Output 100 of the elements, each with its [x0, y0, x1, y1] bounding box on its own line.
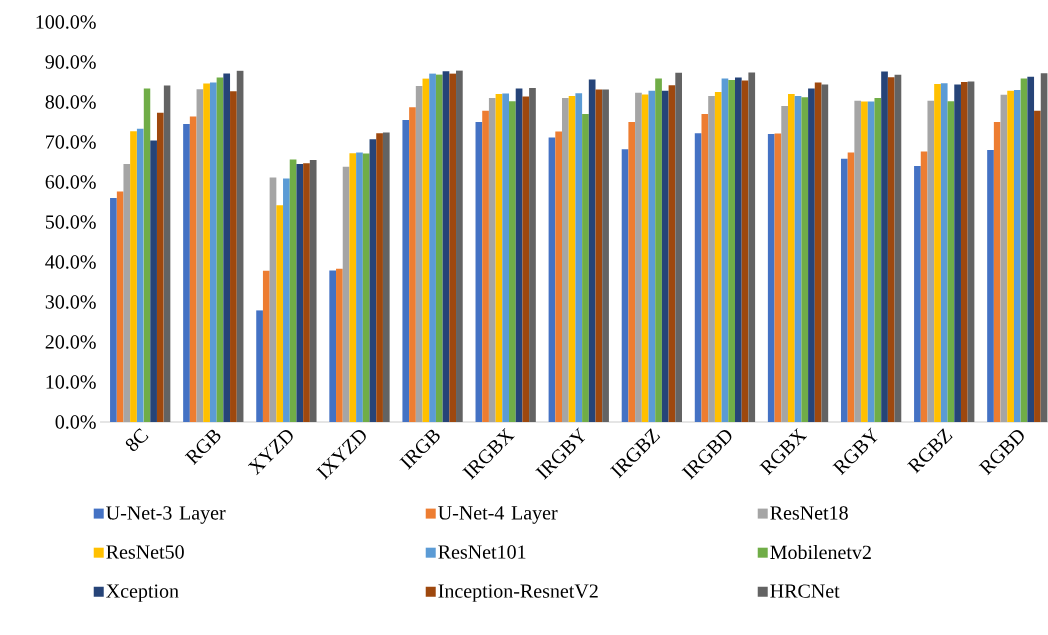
bar	[641, 94, 649, 422]
bar	[808, 88, 815, 422]
bar	[449, 73, 457, 422]
bar	[861, 101, 868, 422]
bar	[522, 96, 530, 422]
legend-label: Mobilenetv2	[770, 545, 871, 560]
bar	[183, 124, 190, 422]
bar	[456, 70, 463, 422]
y-tick-label: 0.0%	[55, 415, 96, 429]
bar	[881, 71, 888, 422]
bar	[369, 139, 377, 422]
bar	[236, 70, 244, 422]
bar	[940, 83, 948, 422]
bar	[714, 92, 722, 422]
bar	[840, 158, 848, 422]
bar	[894, 74, 902, 422]
bar	[189, 116, 197, 422]
bar	[336, 268, 343, 422]
bar	[1027, 76, 1035, 422]
x-tick-label: 8C	[125, 428, 149, 452]
y-tick-label: 50.0%	[45, 215, 96, 229]
bar	[787, 94, 795, 422]
bar	[382, 132, 390, 422]
bar	[621, 149, 629, 422]
bar	[356, 152, 363, 422]
bar	[668, 85, 676, 422]
bar	[209, 82, 217, 422]
bar	[767, 134, 775, 422]
bar	[262, 270, 270, 422]
legend-label: HRCNet	[770, 584, 840, 598]
bar	[728, 80, 735, 422]
bar	[993, 122, 1001, 422]
bar	[854, 100, 862, 422]
bar	[376, 133, 383, 422]
bar	[309, 160, 317, 422]
bar	[415, 86, 423, 422]
bar	[156, 112, 164, 422]
bar	[136, 128, 144, 422]
bar	[874, 98, 882, 422]
bar	[568, 96, 576, 422]
bar	[675, 72, 682, 422]
bar	[196, 89, 204, 422]
bar	[409, 107, 416, 422]
bar	[934, 84, 941, 422]
bar	[721, 78, 729, 422]
legend-label: ResNet50	[106, 545, 184, 559]
legend-label: U-Net-4 Layer	[438, 506, 558, 524]
bar	[110, 198, 117, 422]
bar	[475, 122, 483, 422]
bar	[582, 114, 589, 422]
bar	[575, 93, 583, 422]
bar	[1020, 78, 1028, 422]
bar	[781, 106, 788, 422]
bar	[847, 152, 855, 422]
bar	[442, 71, 450, 422]
bar	[801, 97, 809, 422]
legend-label: ResNet18	[770, 506, 848, 520]
bar	[502, 93, 510, 422]
bar	[329, 270, 337, 422]
y-tick-label: 40.0%	[45, 255, 96, 269]
bar	[914, 166, 921, 422]
bar	[602, 89, 609, 422]
legend-label: Inception-ResnetV2	[438, 584, 598, 602]
bar	[734, 77, 742, 422]
bar	[701, 114, 709, 422]
bar	[143, 88, 151, 422]
bar	[303, 163, 310, 422]
bar	[694, 133, 702, 422]
bar	[482, 110, 489, 422]
bar	[987, 150, 994, 422]
legend-label: Xception	[106, 584, 179, 602]
legend-label: U-Net-3 Layer	[106, 506, 226, 524]
bar	[495, 94, 503, 422]
bar	[203, 83, 210, 422]
bar	[529, 88, 536, 422]
y-tick-label: 70.0%	[46, 135, 96, 149]
y-tick-label: 60.0%	[45, 175, 96, 189]
bar	[947, 101, 955, 422]
bar	[488, 98, 496, 422]
bar	[276, 205, 284, 422]
bar	[555, 131, 563, 422]
bar	[887, 77, 895, 422]
y-tick-label: 30.0%	[45, 295, 96, 309]
bar	[814, 82, 822, 422]
y-tick-label: 90.0%	[45, 55, 96, 69]
bar	[661, 90, 669, 422]
bar	[435, 74, 443, 422]
bar	[1040, 73, 1048, 422]
bar	[954, 84, 961, 422]
bar	[821, 84, 829, 422]
bar	[588, 79, 596, 422]
bar	[429, 73, 436, 422]
bar	[748, 72, 756, 422]
legend-label: ResNet101	[438, 545, 526, 559]
bar	[130, 131, 137, 422]
bar	[562, 98, 569, 422]
bar	[123, 164, 131, 422]
bar	[296, 164, 304, 422]
bar	[741, 80, 749, 422]
bar	[515, 88, 523, 422]
